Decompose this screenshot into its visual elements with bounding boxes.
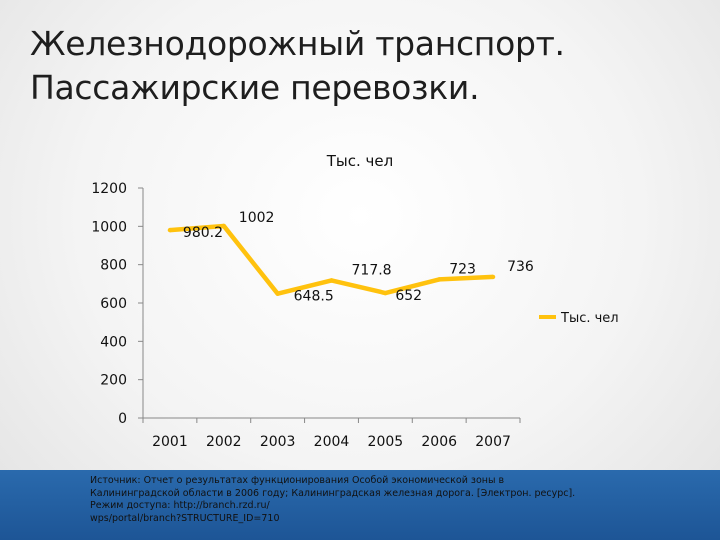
data-label: 980.2 [183, 225, 223, 241]
legend-label: Тыс. чел [560, 311, 619, 326]
y-tick-label: 600 [100, 296, 127, 312]
data-label: 1002 [239, 210, 275, 226]
y-tick-label: 1000 [91, 219, 127, 235]
x-tick-label: 2004 [314, 434, 350, 450]
data-point [383, 290, 388, 296]
source-line-2: Калининградской области в 2006 году; Кал… [90, 487, 576, 499]
x-tick-label: 2002 [206, 434, 242, 450]
source-line-1: Источник: Отчет о результатах функционир… [90, 475, 505, 486]
x-tick-label: 2001 [152, 434, 188, 450]
data-label: 652 [395, 288, 422, 304]
data-point [329, 278, 334, 283]
chart-legend: Тыс. чел [539, 311, 619, 326]
data-point [221, 223, 226, 229]
y-tick-label: 800 [100, 258, 127, 274]
slide-title: Железнодорожный транспорт. Пассажирские … [30, 22, 710, 110]
x-tick-label: 2006 [421, 434, 457, 450]
slide-title-line-1: Железнодорожный транспорт. [30, 24, 565, 63]
y-tick-label: 200 [100, 373, 127, 389]
data-point [490, 274, 496, 280]
data-label: 648.5 [294, 289, 334, 305]
y-tick-label: 400 [100, 334, 127, 350]
data-point [275, 291, 280, 296]
data-label: 736 [507, 259, 534, 275]
data-label: 723 [449, 261, 476, 277]
y-tick-label: 1200 [91, 181, 127, 197]
source-line-4: wps/portal/branch?STRUCTURE_ID=710 [90, 512, 280, 524]
data-label: 717.8 [352, 262, 392, 278]
source-line-3: Режим доступа: http://branch.rzd.ru/ [90, 500, 270, 511]
data-point [437, 277, 442, 282]
chart-axes: 0 200 400 600 800 1000 1200 2001 2002 2003 2004 200… [91, 181, 521, 450]
x-tick-label: 2005 [368, 434, 404, 450]
source-note: Источник: Отчет о результатах функционир… [90, 475, 630, 525]
y-tick-label: 0 [118, 411, 127, 427]
line-chart: Тыс. чел 0 200 400 600 800 1000 1200 2001 2002 20… [91, 152, 619, 450]
slide-title-line-2: Пассажирские перевозки. [30, 68, 480, 107]
chart-title: Тыс. чел [326, 152, 393, 170]
data-point [167, 227, 173, 233]
footer-band [0, 470, 720, 540]
x-tick-label: 2007 [475, 434, 511, 450]
x-tick-label: 2003 [260, 434, 296, 450]
